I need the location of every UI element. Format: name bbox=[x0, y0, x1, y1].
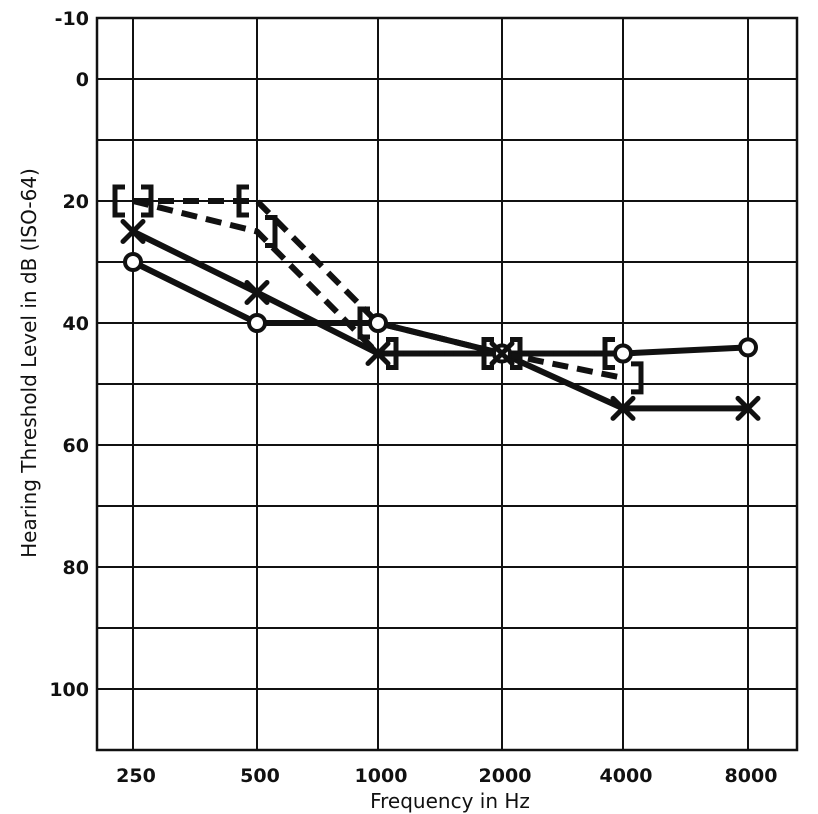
y-tick-label: -10 bbox=[55, 8, 89, 30]
circle-marker bbox=[738, 337, 758, 358]
x-marker bbox=[735, 395, 761, 421]
left-bracket-marker bbox=[602, 337, 615, 370]
y-tick-label: 100 bbox=[49, 679, 89, 701]
y-tick-label: 60 bbox=[63, 435, 89, 457]
left-bracket-marker bbox=[236, 184, 249, 218]
x-marker bbox=[244, 280, 270, 305]
series-line bbox=[132, 198, 624, 381]
series-lines bbox=[131, 198, 749, 412]
y-axis-title: Hearing Threshold Level in dB (ISO-64) bbox=[17, 168, 41, 558]
series-markers bbox=[112, 184, 761, 421]
y-tick-label: 40 bbox=[63, 313, 89, 335]
x-tick-label: 1000 bbox=[355, 765, 408, 787]
x-tick-label: 4000 bbox=[600, 765, 653, 787]
y-tick-label: 0 bbox=[76, 69, 89, 91]
x-marker bbox=[120, 219, 146, 244]
circle-marker bbox=[123, 252, 143, 272]
series-line bbox=[131, 228, 748, 412]
x-tick-label: 8000 bbox=[725, 765, 778, 787]
circle-marker bbox=[368, 313, 388, 333]
right-bracket-marker bbox=[141, 184, 154, 218]
x-axis-title: Frequency in Hz bbox=[370, 789, 530, 813]
x-marker bbox=[489, 341, 515, 366]
circle-marker bbox=[247, 313, 267, 333]
circle-marker bbox=[613, 343, 633, 364]
y-tick-label: 80 bbox=[63, 557, 89, 579]
x-marker bbox=[610, 395, 636, 421]
grid bbox=[95, 16, 799, 752]
right-bracket-marker bbox=[265, 215, 278, 248]
y-tick-labels: -10 0 20 40 60 80 100 bbox=[49, 8, 89, 701]
x-marker bbox=[365, 341, 391, 366]
right-bracket-marker bbox=[631, 361, 644, 395]
x-tick-label: 2000 bbox=[479, 765, 532, 787]
series-line bbox=[133, 198, 623, 357]
y-tick-label: 20 bbox=[63, 191, 89, 213]
left-bracket-marker bbox=[481, 337, 494, 370]
x-tick-labels: 250 500 1000 2000 4000 8000 bbox=[116, 765, 777, 787]
left-bracket-marker bbox=[357, 306, 370, 340]
right-bracket-marker bbox=[510, 337, 523, 370]
right-bracket-marker bbox=[386, 337, 399, 370]
x-tick-label: 500 bbox=[240, 765, 280, 787]
left-bracket-marker bbox=[112, 184, 125, 218]
x-tick-label: 250 bbox=[116, 765, 156, 787]
